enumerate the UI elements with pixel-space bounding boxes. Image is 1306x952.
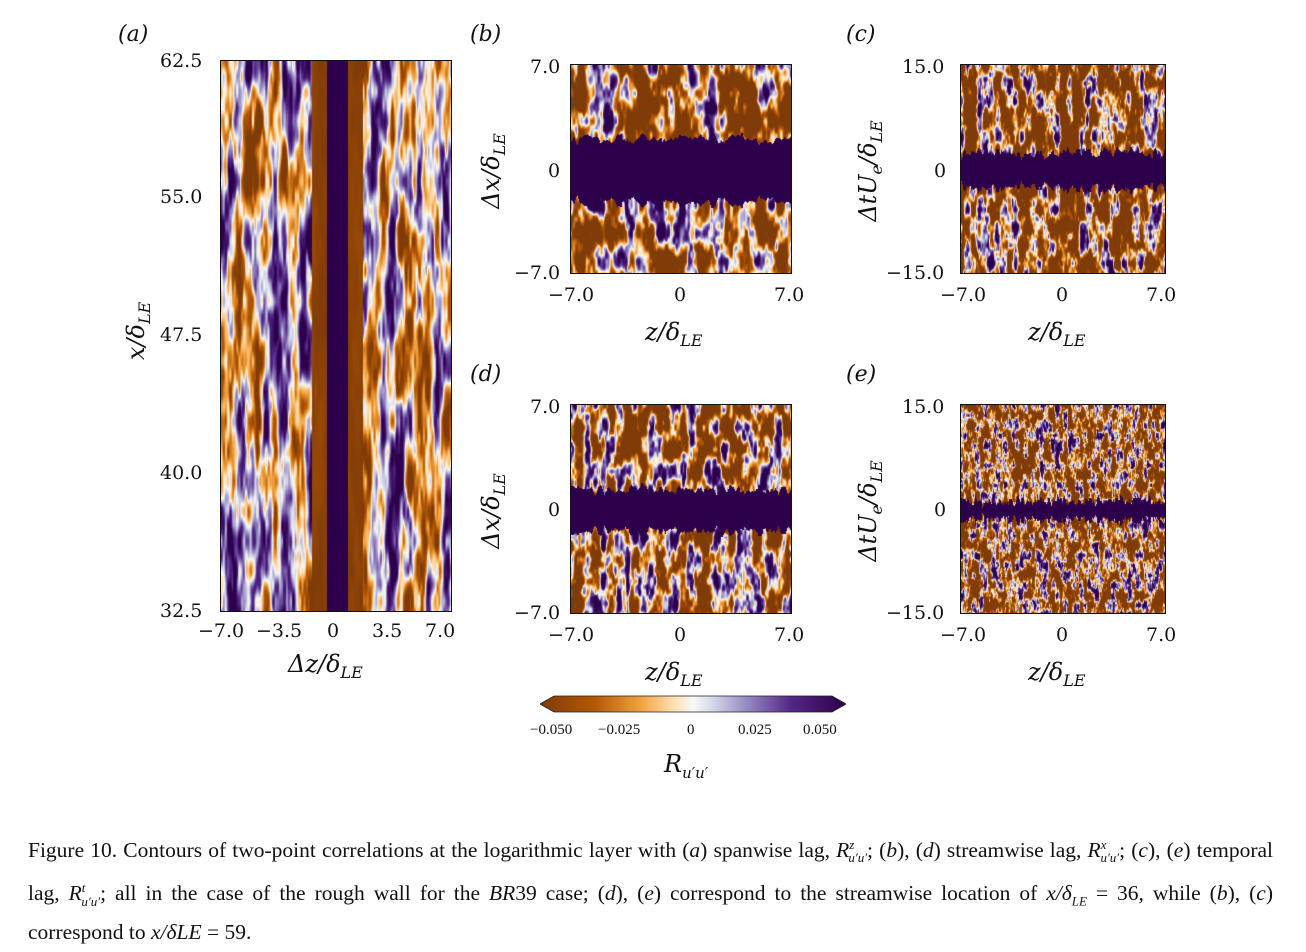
panel-c-ytick-3: −15.0 — [886, 262, 945, 284]
panel-d-xtick-3: 7.0 — [774, 624, 805, 646]
panel-e-canvas — [961, 405, 1165, 613]
panel-a-ylabel: x/δLE — [122, 301, 154, 361]
panel-c-ytick-1: 15.0 — [902, 56, 945, 78]
colorbar-tick-1: −0.050 — [530, 722, 573, 738]
colorbar-tick-2: −0.025 — [598, 722, 641, 738]
panel-a-xtick-3: 0 — [327, 620, 340, 642]
panel-a-canvas — [221, 61, 451, 611]
figure-caption: Figure 10. Contours of two-point correla… — [28, 837, 1274, 944]
panel-d-canvas — [571, 405, 791, 613]
panel-a-xtick-5: 7.0 — [425, 620, 456, 642]
panel-b-xlabel: z/δLE — [645, 318, 703, 350]
panel-e-ylabel: ΔtUe/δLE — [854, 460, 886, 562]
panel-d-xtick-2: 0 — [674, 624, 687, 646]
panel-a-xtick-1: −7.0 — [198, 620, 245, 642]
panel-d-ylabel: Δx/δLE — [477, 473, 509, 549]
panel-a-ytick-3: 47.5 — [160, 324, 203, 346]
panel-e-xtick-3: 7.0 — [1146, 624, 1177, 646]
panel-a-label: (a) — [118, 22, 149, 47]
panel-b-ytick-2: 0 — [548, 160, 561, 182]
panel-e-xtick-2: 0 — [1056, 624, 1069, 646]
panel-c-canvas — [961, 65, 1165, 273]
panel-c-heatmap — [960, 64, 1166, 274]
colorbar-tick-3: 0 — [687, 722, 695, 738]
colorbar-tick-5: 0.050 — [803, 722, 837, 738]
panel-e-ytick-2: 0 — [934, 499, 947, 521]
panel-b-canvas — [571, 65, 791, 273]
panel-d-ytick-1: 7.0 — [530, 396, 561, 418]
colorbar — [540, 695, 846, 713]
colorbar-tick-4: 0.025 — [738, 722, 772, 738]
panel-d-xtick-1: −7.0 — [548, 624, 595, 646]
panel-d-xlabel: z/δLE — [645, 658, 703, 690]
panel-e-xtick-1: −7.0 — [940, 624, 987, 646]
panel-c-ytick-2: 0 — [934, 160, 947, 182]
panel-d-heatmap — [570, 404, 792, 614]
panel-b-label: (b) — [470, 22, 502, 47]
panel-a-ytick-1: 62.5 — [160, 50, 203, 72]
panel-b-xtick-3: 7.0 — [774, 284, 805, 306]
panel-a-heatmap — [220, 60, 452, 612]
panel-a-xtick-2: −3.5 — [256, 620, 303, 642]
panel-c-xtick-3: 7.0 — [1146, 284, 1177, 306]
panel-a-ytick-5: 32.5 — [160, 600, 203, 622]
caption-figure-label: Figure 10. — [28, 838, 118, 863]
panel-b-xtick-1: −7.0 — [548, 284, 595, 306]
panel-d-ytick-3: −7.0 — [514, 602, 561, 624]
panel-a-ytick-4: 40.0 — [160, 462, 203, 484]
panel-e-xlabel: z/δLE — [1028, 658, 1086, 690]
panel-e-ytick-1: 15.0 — [902, 396, 945, 418]
panel-b-xtick-2: 0 — [674, 284, 687, 306]
panel-b-heatmap — [570, 64, 792, 274]
panel-c-xtick-2: 0 — [1056, 284, 1069, 306]
panel-b-ylabel: Δx/δLE — [477, 133, 509, 209]
panel-a-xtick-4: 3.5 — [372, 620, 403, 642]
panel-a-ytick-2: 55.0 — [160, 186, 203, 208]
panel-c-xtick-1: −7.0 — [940, 284, 987, 306]
colorbar-label: Ru′u′ — [664, 750, 709, 782]
panel-c-label: (c) — [846, 22, 876, 47]
panel-e-label: (e) — [846, 362, 877, 387]
panel-c-xlabel: z/δLE — [1028, 318, 1086, 350]
panel-b-ytick-1: 7.0 — [530, 56, 561, 78]
panel-e-heatmap — [960, 404, 1166, 614]
panel-e-ytick-3: −15.0 — [886, 602, 945, 624]
panel-c-ylabel: ΔtUe/δLE — [854, 120, 886, 222]
panel-d-label: (d) — [470, 362, 502, 387]
panel-a-xlabel: Δz/δLE — [288, 650, 363, 682]
panel-d-ytick-2: 0 — [548, 499, 561, 521]
panel-b-ytick-3: −7.0 — [514, 262, 561, 284]
